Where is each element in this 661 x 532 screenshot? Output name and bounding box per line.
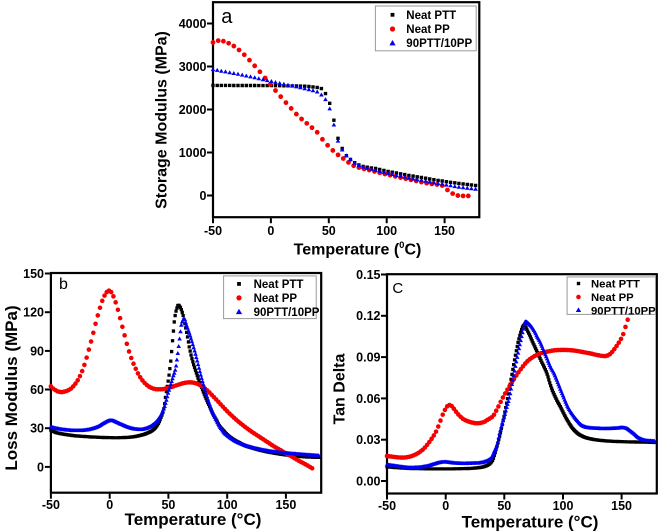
svg-text:Neat PP: Neat PP bbox=[406, 24, 450, 36]
svg-text:100: 100 bbox=[553, 499, 574, 513]
svg-text:Tan Delta: Tan Delta bbox=[332, 353, 349, 424]
svg-text:-50: -50 bbox=[378, 499, 396, 513]
svg-text:Temperature (°C): Temperature (°C) bbox=[462, 513, 599, 532]
svg-text:Storage Modulus (MPa): Storage Modulus (MPa) bbox=[154, 31, 171, 209]
svg-text:Neat PP: Neat PP bbox=[254, 293, 298, 305]
svg-text:60: 60 bbox=[30, 383, 44, 397]
svg-text:0.12: 0.12 bbox=[356, 309, 380, 323]
svg-text:0.06: 0.06 bbox=[356, 392, 380, 406]
svg-text:0: 0 bbox=[267, 224, 274, 238]
svg-text:b: b bbox=[59, 276, 68, 293]
svg-text:C: C bbox=[392, 280, 403, 297]
svg-text:90PTT/10PP: 90PTT/10PP bbox=[406, 38, 472, 50]
svg-text:150: 150 bbox=[23, 267, 44, 281]
svg-text:-50: -50 bbox=[204, 224, 222, 238]
svg-text:100: 100 bbox=[376, 224, 397, 238]
svg-text:Temperature (0C): Temperature (0C) bbox=[294, 240, 422, 259]
svg-text:0.03: 0.03 bbox=[356, 433, 380, 447]
svg-text:4000: 4000 bbox=[179, 17, 207, 31]
svg-text:2000: 2000 bbox=[179, 103, 207, 117]
svg-text:Temperature (°C): Temperature (°C) bbox=[125, 510, 262, 529]
svg-text:a: a bbox=[221, 6, 233, 28]
svg-text:Neat PTT: Neat PTT bbox=[254, 279, 304, 291]
svg-text:90PTT/10PP: 90PTT/10PP bbox=[591, 305, 656, 317]
svg-text:Neat PTT: Neat PTT bbox=[406, 10, 456, 22]
svg-text:0: 0 bbox=[200, 189, 207, 203]
svg-text:50: 50 bbox=[322, 224, 336, 238]
svg-text:Neat PP: Neat PP bbox=[591, 292, 634, 304]
svg-text:0.09: 0.09 bbox=[356, 351, 380, 365]
svg-text:3000: 3000 bbox=[179, 60, 207, 74]
svg-text:30: 30 bbox=[30, 422, 44, 436]
svg-text:Loss Modulus (MPa): Loss Modulus (MPa) bbox=[2, 305, 21, 470]
svg-text:0.15: 0.15 bbox=[356, 268, 380, 282]
svg-text:0: 0 bbox=[37, 460, 44, 474]
svg-text:50: 50 bbox=[497, 499, 511, 513]
svg-text:-50: -50 bbox=[42, 498, 60, 512]
svg-text:120: 120 bbox=[23, 306, 44, 320]
svg-text:100: 100 bbox=[217, 498, 238, 512]
svg-text:0: 0 bbox=[442, 499, 449, 513]
svg-text:90PTT/10PP: 90PTT/10PP bbox=[254, 307, 320, 319]
svg-text:150: 150 bbox=[611, 499, 632, 513]
svg-text:0: 0 bbox=[106, 498, 113, 512]
svg-text:1000: 1000 bbox=[179, 146, 207, 160]
svg-text:150: 150 bbox=[434, 224, 455, 238]
svg-text:50: 50 bbox=[161, 498, 175, 512]
svg-text:Neat PTT: Neat PTT bbox=[591, 278, 640, 290]
svg-text:0.00: 0.00 bbox=[356, 474, 380, 488]
svg-text:150: 150 bbox=[275, 498, 296, 512]
svg-text:90: 90 bbox=[30, 344, 44, 358]
